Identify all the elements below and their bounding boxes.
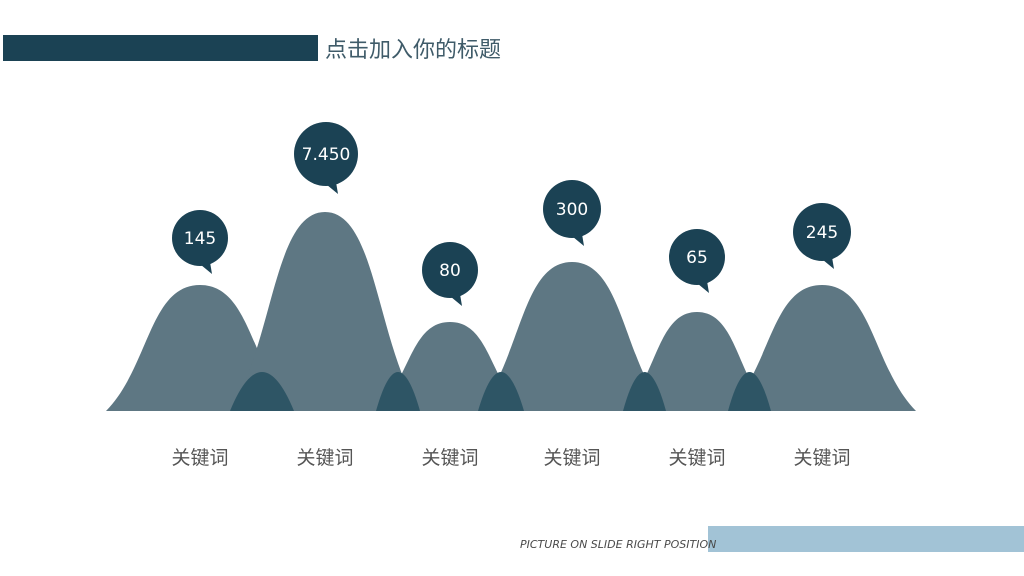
value-label: 65 [686,248,708,268]
value-bubble: 80 [422,242,478,306]
category-label: 关键词 [668,447,725,469]
title-accent-bar [3,35,318,61]
mountain-overlap [728,372,771,411]
value-label: 145 [184,229,216,249]
mountains-layer [106,212,916,411]
category-label: 关键词 [421,447,478,469]
value-bubble: 300 [543,180,601,246]
mountain-overlap [230,372,294,411]
page-title: 点击加入你的标题 [325,38,502,63]
value-label: 300 [556,200,588,220]
mountain-overlap [376,372,420,411]
mountain-shape [230,212,420,411]
category-label: 关键词 [171,447,228,469]
value-label: 7.450 [302,145,351,165]
bubbles-layer: 145 7.450 80 300 65 245 [172,122,851,306]
mountain-overlap [478,372,524,411]
value-label: 245 [806,223,838,243]
value-bubble: 65 [669,229,725,293]
value-bubble: 245 [793,203,851,269]
bubble-circle [543,180,601,238]
mountain-overlap [623,372,666,411]
mountain-shape [728,285,916,411]
value-bubble: 7.450 [294,122,358,194]
category-label: 关键词 [296,447,353,469]
footer-caption: PICTURE ON SLIDE RIGHT POSITION [520,538,717,551]
value-bubble: 145 [172,210,228,274]
bubble-circle [793,203,851,261]
category-labels-layer: 关键词 关键词 关键词 关键词 关键词 关键词 [171,447,850,469]
footer-accent-bar [708,526,1024,552]
mountain-shape [623,312,771,411]
category-label: 关键词 [543,447,600,469]
bubble-circle [669,229,725,285]
mountain-shape [478,262,666,411]
bubble-circle [422,242,478,298]
value-label: 80 [439,261,461,281]
bubble-circle [172,210,228,266]
category-label: 关键词 [793,447,850,469]
bubble-circle [294,122,358,186]
